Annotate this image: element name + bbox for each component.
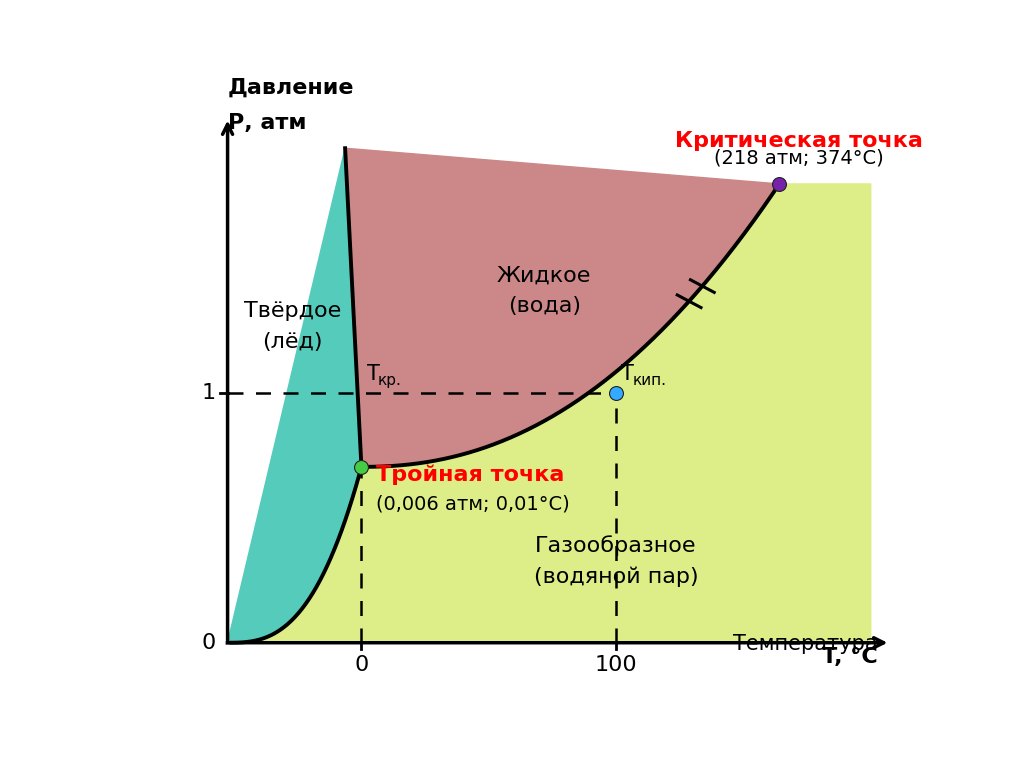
- Text: 1: 1: [202, 383, 215, 403]
- Text: T, °С: T, °С: [822, 647, 878, 667]
- Polygon shape: [227, 184, 870, 643]
- Polygon shape: [227, 148, 361, 643]
- Text: (0,006 атм; 0,01°С): (0,006 атм; 0,01°С): [376, 495, 569, 514]
- Text: Газообразное: Газообразное: [536, 535, 697, 556]
- Text: Критическая точка: Критическая точка: [675, 131, 923, 151]
- Text: 100: 100: [594, 655, 637, 676]
- Text: Тройная точка: Тройная точка: [376, 465, 564, 485]
- Text: (вода): (вода): [508, 296, 580, 316]
- Text: (218 атм; 374°С): (218 атм; 374°С): [714, 149, 884, 168]
- Text: Т: Т: [367, 364, 379, 384]
- Text: 0: 0: [201, 633, 215, 653]
- Text: Т: Т: [622, 364, 634, 384]
- Text: 0: 0: [354, 655, 369, 676]
- Text: Температура: Температура: [733, 634, 878, 654]
- Text: Давление: Давление: [227, 78, 354, 98]
- Text: кип.: кип.: [633, 372, 666, 388]
- Text: Р, атм: Р, атм: [227, 113, 306, 133]
- Text: (лёд): (лёд): [263, 332, 324, 352]
- Text: Твёрдое: Твёрдое: [245, 301, 342, 321]
- Polygon shape: [345, 148, 779, 467]
- Text: кр.: кр.: [378, 372, 401, 388]
- Text: Жидкое: Жидкое: [497, 266, 591, 286]
- Text: (водяной пар): (водяной пар): [534, 566, 699, 587]
